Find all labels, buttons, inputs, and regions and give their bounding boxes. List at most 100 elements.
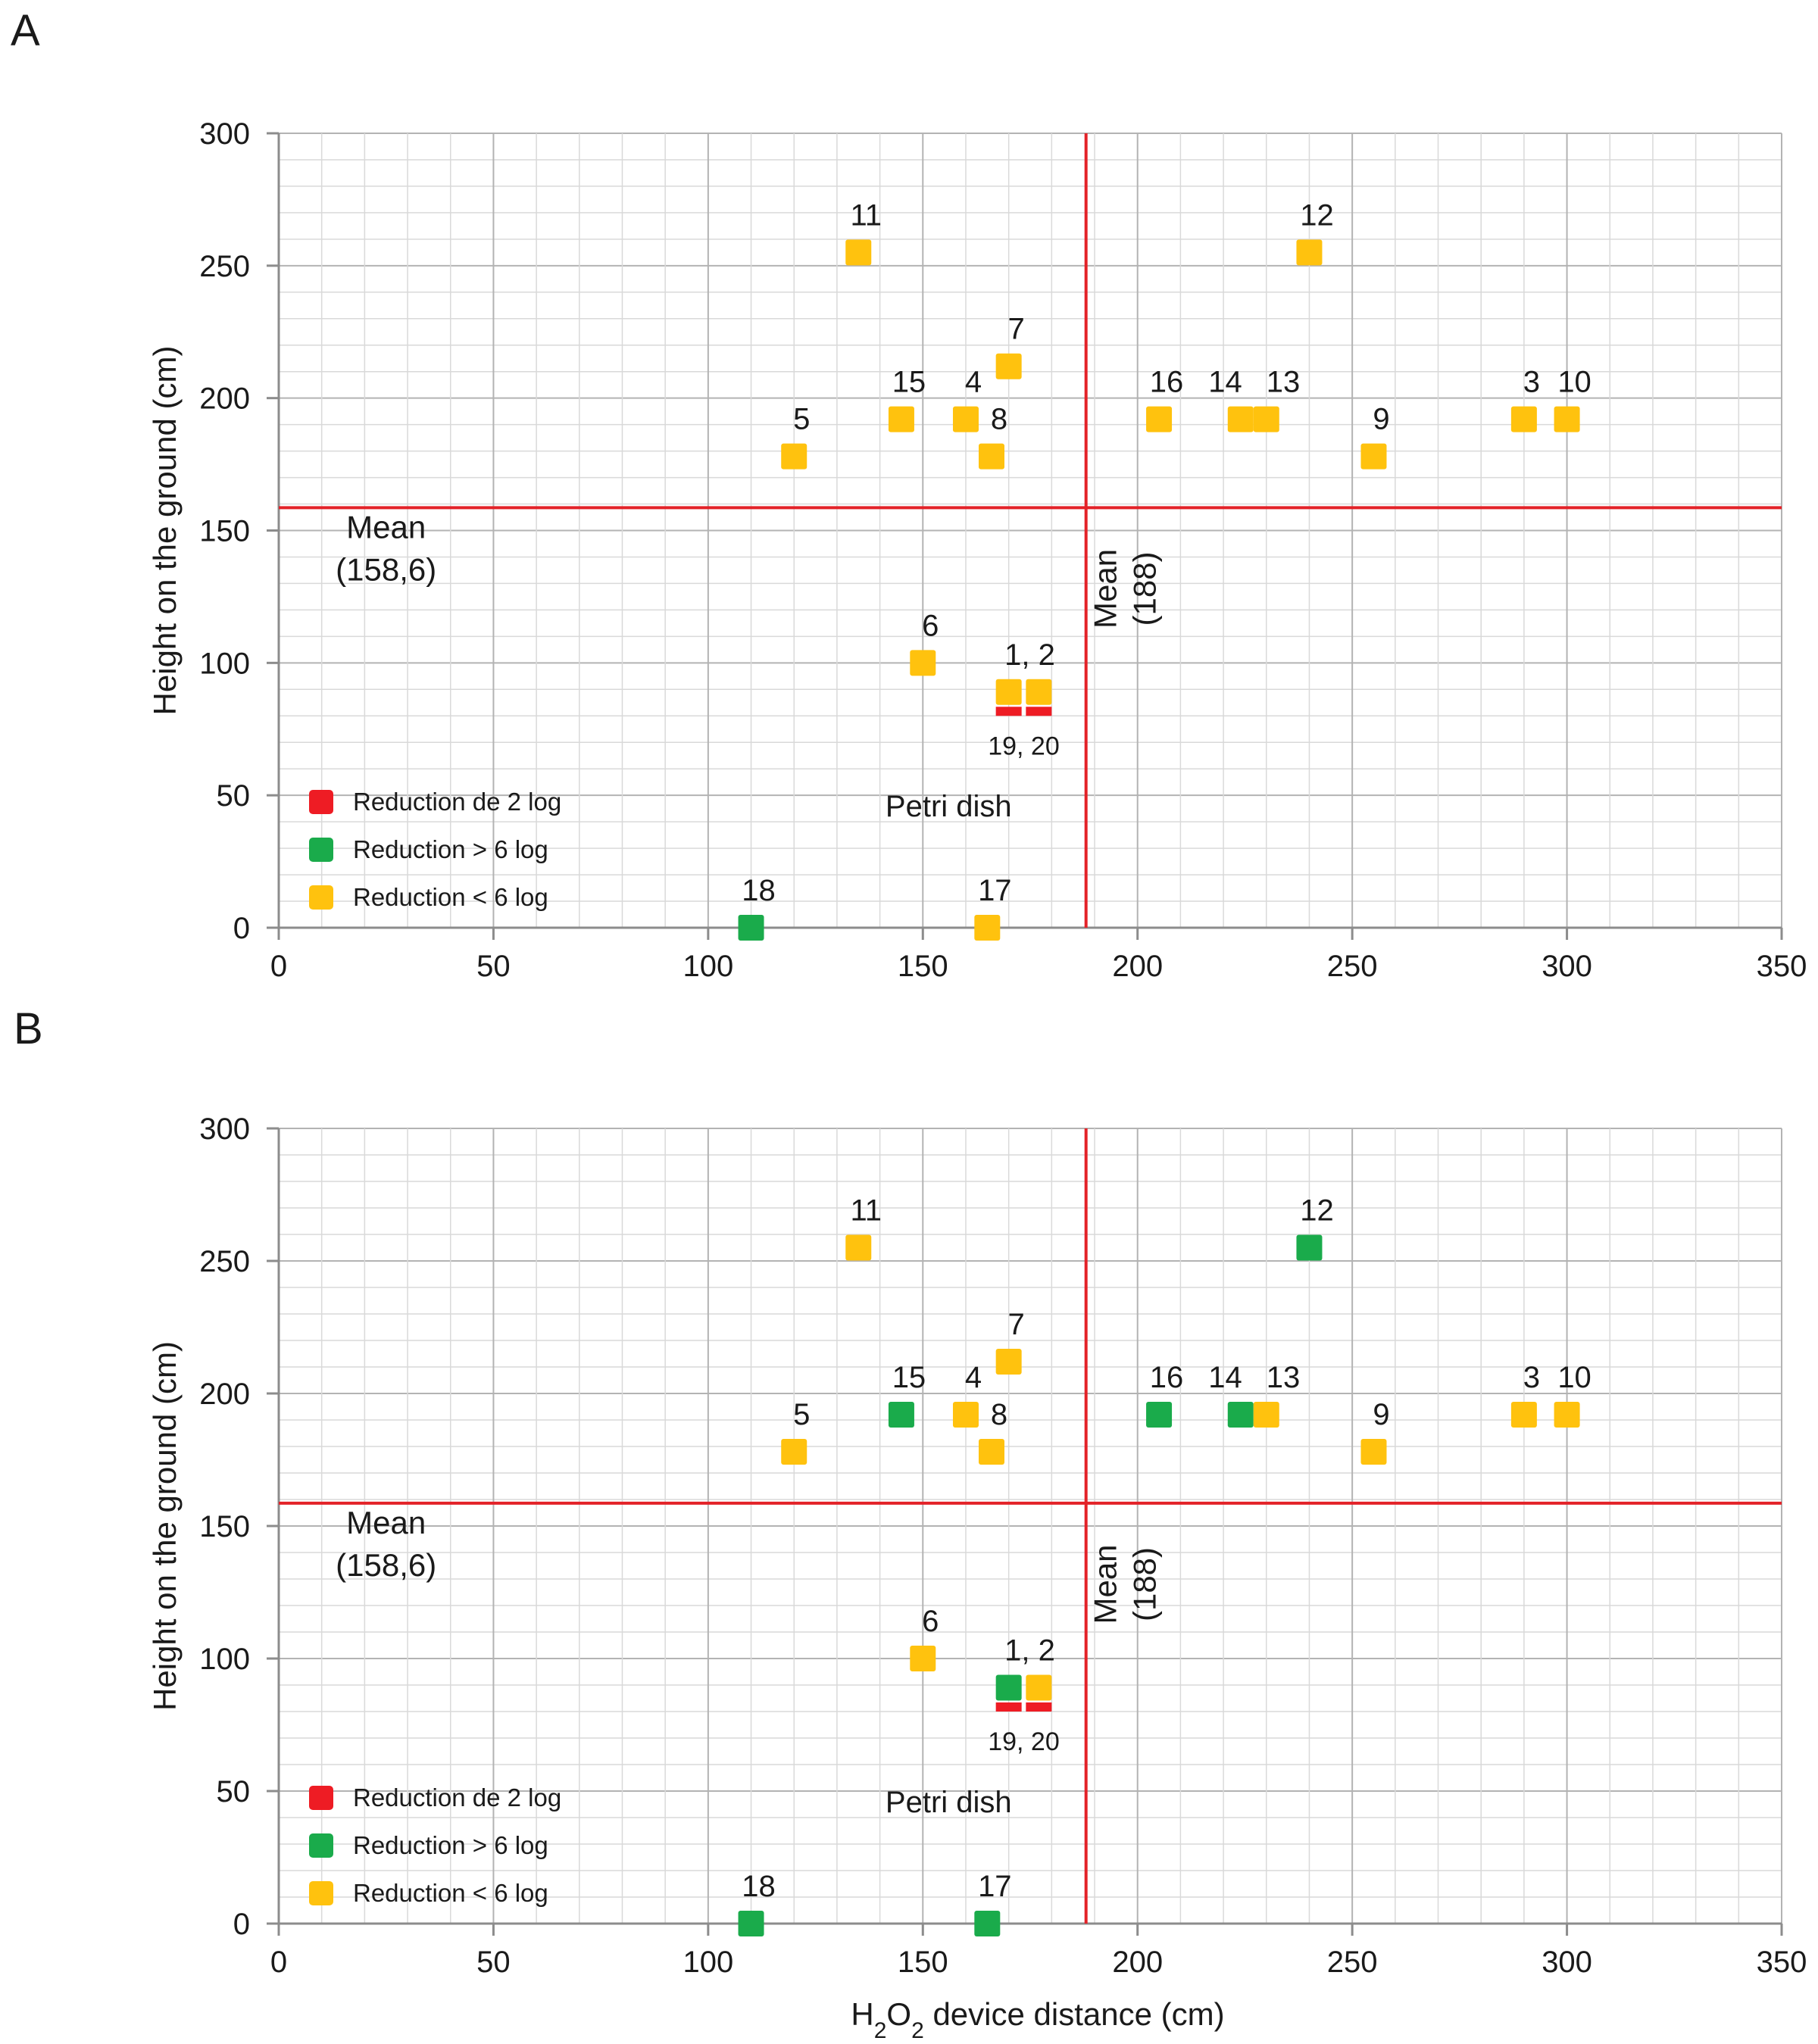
data-point[interactable] [1026,1674,1052,1701]
legend-label: Reduction < 6 log [353,883,548,911]
data-point[interactable] [845,239,872,266]
data-point[interactable] [1253,1402,1279,1428]
legend-label: Reduction de 2 log [353,1783,561,1812]
x-tick-label: 350 [1757,1946,1807,1979]
data-point[interactable] [1227,1402,1254,1428]
y-axis-title: Height on the ground (cm) [147,1341,183,1711]
point-label: 18 [742,874,776,907]
data-point[interactable] [1510,1402,1537,1428]
data-point[interactable] [995,1349,1022,1375]
legend-label: Reduction > 6 log [353,835,548,863]
point-label: 7 [1008,1308,1025,1341]
y-tick-label: 200 [199,1378,250,1411]
data-point[interactable] [781,443,807,470]
data-point[interactable] [1360,443,1387,470]
y-tick-label: 100 [199,647,250,680]
mean-x-label: Mean [1088,549,1123,629]
point-label: 3 [1523,1361,1540,1394]
point-label: 13 [1267,366,1301,399]
mean-x-label: Mean [1088,1544,1123,1624]
petri-sublabel: 19, 20 [988,1727,1060,1756]
point-label: 12 [1300,198,1334,232]
data-point[interactable] [1360,1439,1387,1465]
petri-label: Petri dish [886,1786,1012,1819]
mean-y-label: (158,6) [336,551,436,587]
petri-dish-marker[interactable] [1026,1702,1052,1712]
data-point[interactable] [995,353,1022,379]
point-label: 7 [1008,313,1025,346]
petri-dish-marker[interactable] [995,1702,1022,1712]
data-point[interactable] [1554,406,1580,432]
point-label: 8 [991,403,1007,436]
point-label: 6 [922,609,939,642]
point-label: 12 [1300,1194,1334,1228]
x-axis-title-part: O [886,1996,911,2032]
data-point[interactable] [738,1911,764,1936]
data-point[interactable] [995,679,1022,705]
x-tick-label: 200 [1112,1946,1163,1979]
data-point[interactable] [888,1402,914,1428]
x-tick-label: 50 [476,950,511,983]
data-point[interactable] [1554,1402,1580,1428]
data-point[interactable] [1510,406,1537,432]
data-point[interactable] [845,1234,872,1261]
x-axis-title-part: 2 [874,2018,887,2043]
data-point[interactable] [1146,1402,1173,1428]
data-point[interactable] [978,1439,1004,1465]
data-point[interactable] [910,650,936,676]
x-tick-label: 100 [683,950,733,983]
data-point[interactable] [1026,679,1052,705]
petri-sublabel: 19, 20 [988,732,1060,760]
x-tick-label: 350 [1757,950,1807,983]
x-tick-label: 150 [898,950,948,983]
data-point[interactable] [952,406,979,432]
legend-swatch [309,838,333,862]
legend-swatch [309,885,333,910]
mean-y-label: Mean [346,509,426,545]
data-point[interactable] [1227,406,1254,432]
y-tick-label: 0 [233,1908,250,1941]
point-label: 3 [1523,366,1540,399]
data-point[interactable] [1253,406,1279,432]
legend-swatch [309,790,333,814]
point-label: 9 [1373,403,1389,436]
data-point[interactable] [781,1439,807,1465]
y-axis-title: Height on the ground (cm) [147,346,183,716]
data-point[interactable] [974,1911,1001,1936]
point-label: 6 [922,1605,939,1638]
point-label: 1, 2 [1004,638,1055,672]
petri-dish-marker[interactable] [995,707,1022,716]
legend-swatch [309,1833,333,1858]
data-point[interactable] [1296,1234,1323,1261]
legend: Reduction de 2 log Reduction > 6 log Reduc… [309,788,561,911]
x-tick-label: 300 [1542,1946,1592,1979]
data-point[interactable] [910,1646,936,1671]
x-tick-label: 50 [476,1946,511,1979]
panel-letter: A [11,6,40,55]
petri-dish-marker[interactable] [1026,707,1052,716]
x-axis-title-part: H [851,1996,873,2032]
y-tick-label: 200 [199,382,250,416]
legend-swatch [309,1786,333,1810]
data-point[interactable] [974,915,1001,941]
x-tick-label: 300 [1542,950,1592,983]
data-point[interactable] [888,406,914,432]
mean-y-label: (158,6) [336,1547,436,1583]
y-tick-label: 150 [199,1510,250,1543]
data-point[interactable] [738,915,764,941]
data-point[interactable] [952,1402,979,1428]
point-label: 17 [978,874,1012,907]
point-label: 10 [1557,1361,1592,1394]
data-point[interactable] [1146,406,1173,432]
y-tick-label: 300 [199,117,250,151]
point-label: 4 [965,1361,982,1394]
legend-label: Reduction de 2 log [353,788,561,816]
y-tick-label: 150 [199,515,250,548]
data-point[interactable] [1296,239,1323,266]
panel-b: B 0 50 100 150 200 250 300 0 50 100 150 200 250 300 350… [14,1004,1807,2043]
point-label: 11 [850,198,882,232]
point-label: 16 [1150,1361,1184,1394]
data-point[interactable] [978,443,1004,470]
data-point[interactable] [995,1674,1022,1701]
